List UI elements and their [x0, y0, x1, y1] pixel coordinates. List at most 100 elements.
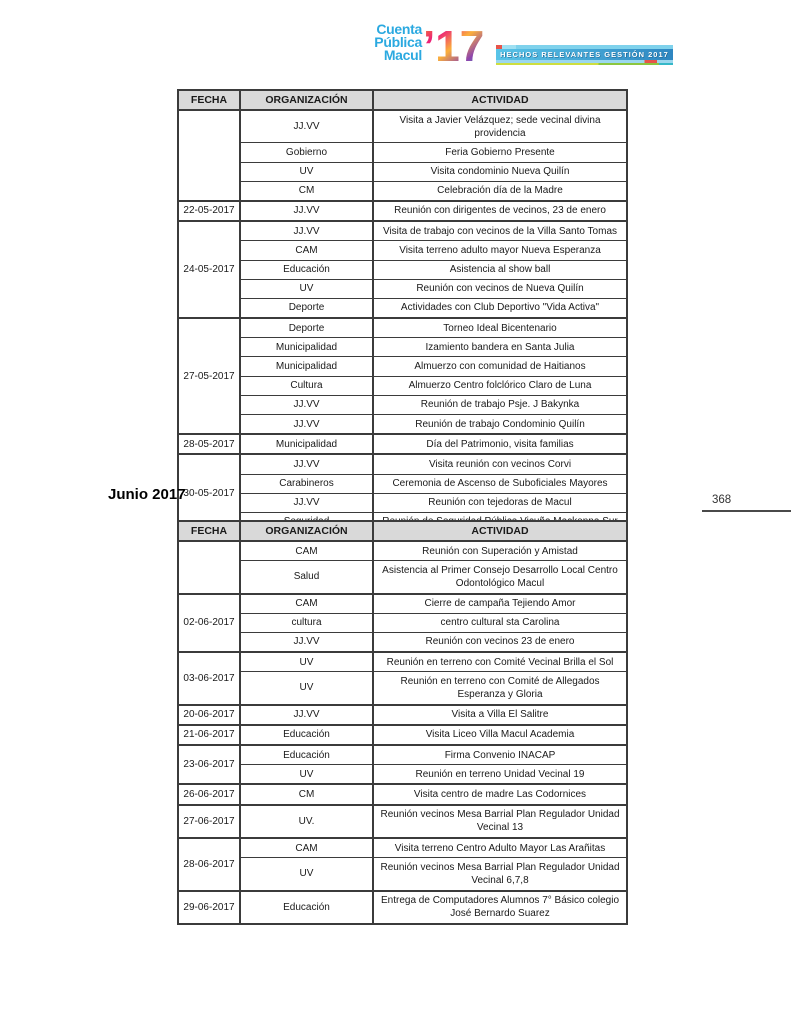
- actividad-cell: Asistencia al show ball: [372, 259, 628, 280]
- logo-year-17: ’17: [423, 22, 484, 69]
- fecha-cell: 27-05-2017: [177, 317, 241, 435]
- table-row: CAM Reunión con Superación y Amistad: [177, 540, 628, 595]
- table-row: 03-06-2017 UV Reunión en terreno con Comit…: [177, 651, 628, 706]
- organizacion-cell: JJ.VV: [239, 631, 374, 653]
- table-row: 26-06-2017 CM Visita centro de madre Las C…: [177, 783, 628, 806]
- actividad-cell: Reunión con vecinos de Nueva Quilín: [372, 278, 628, 299]
- actividad-cell: Reunión con dirigentes de vecinos, 23 de…: [372, 199, 628, 222]
- banner-stripe-main: HECHOS RELEVANTES GESTIÓN 2017: [496, 49, 673, 60]
- fecha-cell: 30-05-2017: [177, 453, 241, 533]
- fecha-cell: 03-06-2017: [177, 651, 241, 706]
- actividad-cell: Ceremonia de Ascenso de Suboficiales May…: [372, 473, 628, 494]
- organizacion-cell: JJ.VV: [239, 199, 374, 222]
- fecha-cell: 20-06-2017: [177, 703, 241, 726]
- table-row: 30-05-2017 JJ.VV Visita reunión con vecino…: [177, 453, 628, 533]
- actividad-cell: Almuerzo Centro folclórico Claro de Luna: [372, 375, 628, 396]
- banner-text: HECHOS RELEVANTES GESTIÓN 2017: [500, 50, 669, 59]
- table-row: Carabineros Ceremonia de Ascenso de Subof…: [178, 473, 628, 494]
- actividad-cell: Reunión vecinos Mesa Barrial Plan Regula…: [372, 803, 628, 839]
- table-row: 20-06-2017 JJ.VV Visita a Villa El Salitre: [177, 703, 628, 726]
- actividad-cell: Celebración día de la Madre: [372, 180, 628, 202]
- organizacion-cell: CAM: [239, 837, 374, 859]
- table-row: cultura centro cultural sta Carolina: [178, 612, 628, 633]
- actividad-cell: Visita centro de madre Las Codornices: [372, 783, 628, 806]
- table-row: Deporte Actividades con Club Deportivo "V…: [178, 297, 628, 319]
- organizacion-cell: Municipalidad: [239, 356, 374, 377]
- table-row: Municipalidad Izamiento bandera en Santa …: [178, 337, 628, 358]
- organizacion-cell: Gobierno: [239, 142, 374, 163]
- actividad-cell: Visita reunión con vecinos Corvi: [372, 453, 628, 475]
- logo-line-macul: Macul: [383, 47, 422, 63]
- organizacion-cell: UV: [239, 857, 374, 892]
- banner-stripe-bottom2: [496, 62, 673, 65]
- fecha-cell: 29-06-2017: [177, 889, 241, 925]
- organizacion-cell: JJ.VV: [239, 109, 374, 144]
- table-row: CAM Visita terreno adulto mayor Nueva Esp…: [178, 240, 628, 261]
- header-row: FECHA ORGANIZACIÓN ACTIVIDAD: [177, 89, 628, 111]
- table-row: 27-06-2017 UV. Reunión vecinos Mesa Barria…: [177, 803, 628, 839]
- organizacion-cell: CAM: [239, 240, 374, 261]
- actividad-cell: Izamiento bandera en Santa Julia: [372, 337, 628, 358]
- organizacion-cell: cultura: [239, 612, 374, 633]
- table-row: UV Reunión vecinos Mesa Barrial Plan Regu…: [178, 857, 628, 892]
- logo-year-text: ’17: [423, 22, 484, 69]
- actividad-cell: Almuerzo con comunidad de Haitianos: [372, 356, 628, 377]
- page-number-value: 368: [712, 494, 732, 506]
- organizacion-cell: Municipalidad: [239, 337, 374, 358]
- fecha-cell: 21-06-2017: [177, 723, 241, 746]
- table-row: 28-06-2017 CAM Visita terreno Centro Adult…: [177, 837, 628, 892]
- logo-line-publica: Pública: [374, 34, 422, 50]
- section-heading-junio: Junio 2017: [108, 486, 186, 503]
- organizacion-cell: Deporte: [239, 297, 374, 319]
- table-row: JJ.VV Visita a Javier Velázquez; sede vec…: [177, 109, 628, 202]
- fecha-cell: 23-06-2017: [177, 744, 241, 785]
- actividad-cell: Reunión en terreno Unidad Vecinal 19: [372, 764, 628, 785]
- actividad-cell: Actividades con Club Deportivo "Vida Act…: [372, 297, 628, 319]
- table-row: JJ.VV Reunión de trabajo Condominio Quilí…: [178, 414, 628, 435]
- banner-stripe-bottom1: [496, 60, 673, 63]
- fecha-cell: 24-05-2017: [177, 220, 241, 319]
- logo-wordmark: Cuenta Pública Macul: [346, 22, 422, 63]
- column-header: FECHA: [177, 89, 241, 111]
- banner-stripe-top: [496, 45, 673, 49]
- actividad-cell: Reunión con Superación y Amistad: [372, 540, 628, 562]
- activity-table-junio: FECHA ORGANIZACIÓN ACTIVIDAD CAM Reunión co…: [177, 520, 628, 925]
- table-row: 27-05-2017 Deporte Torneo Ideal Bicentenar…: [177, 317, 628, 435]
- organizacion-cell: JJ.VV: [239, 394, 374, 416]
- organizacion-cell: Educación: [239, 744, 374, 766]
- organizacion-cell: Deporte: [239, 317, 374, 339]
- actividad-cell: Visita de trabajo con vecinos de la Vill…: [372, 220, 628, 242]
- organizacion-cell: UV: [239, 671, 374, 706]
- table-row: 21-06-2017 Educación Visita Liceo Villa Ma…: [177, 723, 628, 746]
- organizacion-cell: JJ.VV: [239, 220, 374, 242]
- organizacion-cell: JJ.VV: [239, 453, 374, 475]
- actividad-cell: Visita terreno Centro Adulto Mayor Las A…: [372, 837, 628, 859]
- organizacion-cell: JJ.VV: [239, 703, 374, 726]
- table-row: UV Reunión con vecinos de Nueva Quilín: [178, 278, 628, 299]
- organizacion-cell: UV: [239, 278, 374, 299]
- column-header: FECHA: [177, 520, 241, 542]
- header-row: FECHA ORGANIZACIÓN ACTIVIDAD: [177, 520, 628, 542]
- actividad-cell: Asistencia al Primer Consejo Desarrollo …: [372, 560, 628, 595]
- organizacion-cell: CAM: [239, 540, 374, 562]
- table-row: Cultura Almuerzo Centro folclórico Claro …: [178, 375, 628, 396]
- actividad-cell: Visita Liceo Villa Macul Academia: [372, 723, 628, 746]
- organizacion-cell: Cultura: [239, 375, 374, 396]
- organizacion-cell: JJ.VV: [239, 492, 374, 513]
- organizacion-cell: JJ.VV: [239, 414, 374, 435]
- fecha-cell: [177, 109, 241, 202]
- organizacion-cell: CAM: [239, 592, 374, 614]
- actividad-cell: Reunión con tejedoras de Macul: [372, 492, 628, 513]
- actividad-cell: Cierre de campaña Tejiendo Amor: [372, 592, 628, 614]
- fecha-cell: 28-05-2017: [177, 433, 241, 455]
- table-row: 24-05-2017 JJ.VV Visita de trabajo con vec…: [177, 220, 628, 319]
- organizacion-cell: UV: [239, 764, 374, 785]
- table-row: UV Reunión en terreno con Comité de Alleg…: [178, 671, 628, 706]
- actividad-cell: Reunión con vecinos 23 de enero: [372, 631, 628, 653]
- actividad-cell: Torneo Ideal Bicentenario: [372, 317, 628, 339]
- organizacion-cell: Salud: [239, 560, 374, 595]
- actividad-cell: Visita terreno adulto mayor Nueva Espera…: [372, 240, 628, 261]
- table-row: JJ.VV Reunión con vecinos 23 de enero: [178, 631, 628, 653]
- actividad-cell: Feria Gobierno Presente: [372, 142, 628, 163]
